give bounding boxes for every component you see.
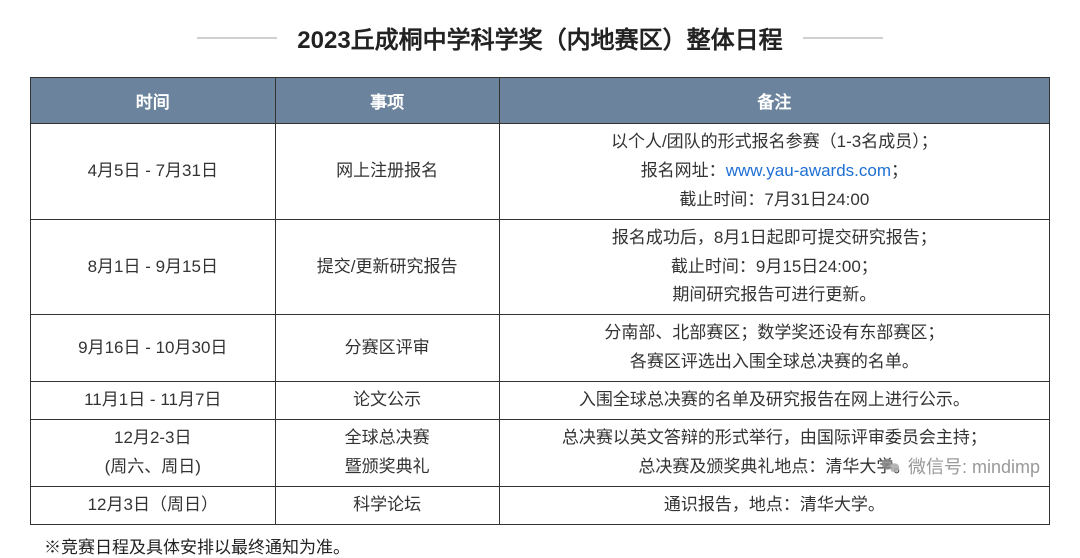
table-row: 8月1日 - 9月15日提交/更新研究报告报名成功后，8月1日起即可提交研究报告… bbox=[31, 219, 1050, 315]
cell-note: 入围全球总决赛的名单及研究报告在网上进行公示。 bbox=[499, 382, 1049, 420]
table-row: 4月5日 - 7月31日网上注册报名以个人/团队的形式报名参赛（1-3名成员）；… bbox=[31, 124, 1050, 220]
col-header-item: 事项 bbox=[275, 78, 499, 124]
table-row: 11月1日 - 11月7日论文公示入围全球总决赛的名单及研究报告在网上进行公示。 bbox=[31, 382, 1050, 420]
table-row: 9月16日 - 10月30日分赛区评审分南部、北部赛区；数学奖还设有东部赛区；各… bbox=[31, 315, 1050, 382]
cell-note: 以个人/团队的形式报名参赛（1-3名成员）；报名网址：www.yau-award… bbox=[499, 124, 1049, 220]
table-row: 12月3日（周日）科学论坛通识报告，地点：清华大学。 bbox=[31, 486, 1050, 524]
cell-item: 科学论坛 bbox=[275, 486, 499, 524]
cell-item: 网上注册报名 bbox=[275, 124, 499, 220]
watermark: 微信号: mindimp bbox=[880, 453, 1040, 479]
wechat-icon bbox=[880, 455, 902, 477]
cell-time: 12月3日（周日） bbox=[31, 486, 276, 524]
watermark-text: 微信号: mindimp bbox=[908, 453, 1040, 479]
col-header-note: 备注 bbox=[499, 78, 1049, 124]
title-rule-right bbox=[803, 37, 883, 39]
cell-time: 4月5日 - 7月31日 bbox=[31, 124, 276, 220]
cell-time: 9月16日 - 10月30日 bbox=[31, 315, 276, 382]
title-row: 2023丘成桐中学科学奖（内地赛区）整体日程 bbox=[30, 20, 1050, 55]
cell-item: 分赛区评审 bbox=[275, 315, 499, 382]
footnote: ※竞赛日程及具体安排以最终通知为准。 bbox=[30, 533, 1050, 558]
cell-note: 报名成功后，8月1日起即可提交研究报告；截止时间：9月15日24:00；期间研究… bbox=[499, 219, 1049, 315]
cell-item: 论文公示 bbox=[275, 382, 499, 420]
cell-time: 12月2-3日(周六、周日) bbox=[31, 420, 276, 487]
cell-item: 提交/更新研究报告 bbox=[275, 219, 499, 315]
cell-item: 全球总决赛暨颁奖典礼 bbox=[275, 420, 499, 487]
cell-note: 分南部、北部赛区；数学奖还设有东部赛区；各赛区评选出入围全球总决赛的名单。 bbox=[499, 315, 1049, 382]
cell-note: 通识报告，地点：清华大学。 bbox=[499, 486, 1049, 524]
table-header-row: 时间 事项 备注 bbox=[31, 78, 1050, 124]
page-title: 2023丘成桐中学科学奖（内地赛区）整体日程 bbox=[297, 20, 782, 55]
cell-time: 11月1日 - 11月7日 bbox=[31, 382, 276, 420]
col-header-time: 时间 bbox=[31, 78, 276, 124]
cell-time: 8月1日 - 9月15日 bbox=[31, 219, 276, 315]
registration-link[interactable]: www.yau-awards.com bbox=[726, 161, 891, 180]
title-rule-left bbox=[197, 37, 277, 39]
